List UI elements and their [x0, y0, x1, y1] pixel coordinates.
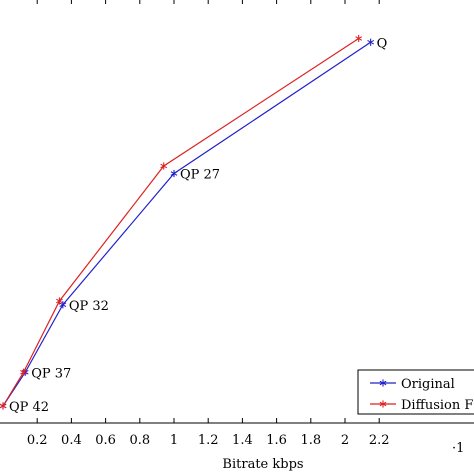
point-label: QP 42: [9, 400, 49, 415]
legend-label: Original: [401, 377, 455, 392]
point-label: QP 27: [180, 168, 220, 183]
data-point-marker: [59, 301, 67, 309]
data-point-marker: [170, 169, 178, 178]
legend-box: [357, 369, 474, 415]
data-point-marker: [56, 297, 63, 305]
legend-marker: [379, 379, 387, 387]
data-point-marker: [20, 368, 27, 376]
x-tick-label: 0.2: [27, 433, 48, 448]
legend-marker: [379, 400, 387, 408]
x-tick-label: 0.8: [129, 433, 150, 448]
legend: Original Diffusion F: [357, 369, 474, 415]
x-scale-note: ·1: [452, 441, 464, 456]
x-tick-label: 0.4: [61, 433, 82, 448]
point-label: QP 32: [69, 299, 109, 314]
data-point-marker: [0, 402, 7, 410]
x-tick-label: 1.8: [300, 433, 321, 448]
point-label: Q: [377, 36, 388, 51]
x-ticks: 0.2 0.4 0.6 0.8 1 1.2 1.4 1.6 1.8 2 2.2: [27, 0, 390, 448]
x-tick-label: 1.4: [232, 433, 253, 448]
x-tick-label: 2: [341, 433, 349, 448]
data-point-marker: [367, 38, 375, 46]
point-annotations: QP 42 QP 37 QP 32 QP 27 Q: [9, 36, 387, 415]
x-tick-label: 1.6: [266, 433, 287, 448]
point-label: QP 37: [31, 366, 71, 381]
legend-label: Diffusion F: [401, 398, 473, 413]
x-tick-label: 1: [170, 433, 178, 448]
x-tick-label: 2.2: [369, 433, 390, 448]
x-tick-label: 1.2: [198, 433, 219, 448]
data-point-marker: [160, 162, 168, 170]
series-layer: [0, 34, 375, 410]
x-axis-label: Bitrate kbps: [222, 457, 303, 472]
x-tick-label: 0.6: [95, 433, 116, 448]
data-point-marker: [355, 34, 363, 43]
